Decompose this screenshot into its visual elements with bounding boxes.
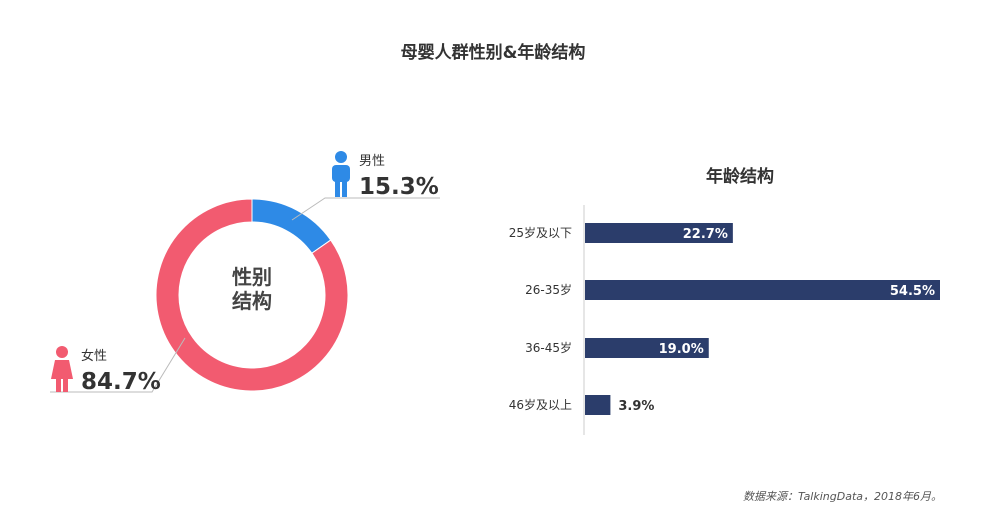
age-bar: [585, 395, 611, 415]
donut-slice-female: [155, 198, 349, 392]
legend-female-value: 84.7%: [81, 369, 161, 395]
legend-female-label: 女性: [81, 349, 108, 364]
age-bar: [585, 223, 733, 243]
legend-male: 男性 15.3%: [330, 148, 440, 203]
legend-female: 女性 84.7%: [50, 343, 161, 398]
bar-category-label: 26-35岁: [525, 282, 572, 297]
bar-category-label: 36-45岁: [525, 340, 572, 355]
center-label-line-1: 性别: [232, 265, 272, 289]
bar-value-label: 3.9%: [618, 399, 654, 414]
male-person-icon: [332, 151, 350, 197]
gender-donut-chart: [50, 197, 440, 393]
bar-value-label: 54.5%: [890, 284, 935, 299]
bar-chart-title: 年龄结构: [706, 167, 774, 187]
donut-center-label: 性别 结构: [197, 265, 307, 313]
female-person-icon: [51, 346, 73, 392]
donut-slice-male: [251, 198, 332, 254]
center-label-line-2: 结构: [232, 289, 272, 313]
bar-value-label: 19.0%: [659, 342, 704, 357]
age-bar-chart: 25岁及以下 22.7% 26-35岁 54.5% 36-45岁 19.0% 46岁及以上 3…: [509, 205, 940, 435]
age-bar: [585, 338, 709, 358]
bar-value-label: 22.7%: [683, 227, 728, 242]
leader-line-female: [50, 337, 186, 393]
leader-line-male: [291, 197, 440, 221]
legend-male-label: 男性: [359, 154, 386, 169]
bar-category-label: 46岁及以上: [509, 397, 572, 412]
bar-category-label: 25岁及以下: [509, 225, 572, 240]
main-title: 母婴人群性别&年龄结构: [400, 43, 586, 63]
legend-male-value: 15.3%: [359, 174, 439, 200]
age-bar: [585, 280, 940, 300]
data-source-note: 数据来源：TalkingData，2018年6月。: [743, 490, 942, 503]
